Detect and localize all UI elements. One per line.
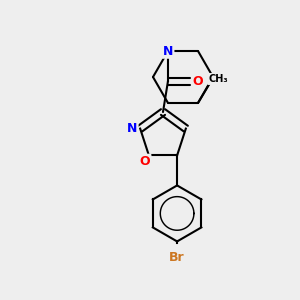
Text: N: N bbox=[163, 44, 173, 58]
Text: O: O bbox=[193, 74, 203, 88]
Text: O: O bbox=[140, 155, 150, 168]
Text: CH₃: CH₃ bbox=[208, 74, 228, 84]
Text: N: N bbox=[127, 122, 137, 135]
Text: Br: Br bbox=[169, 251, 185, 264]
